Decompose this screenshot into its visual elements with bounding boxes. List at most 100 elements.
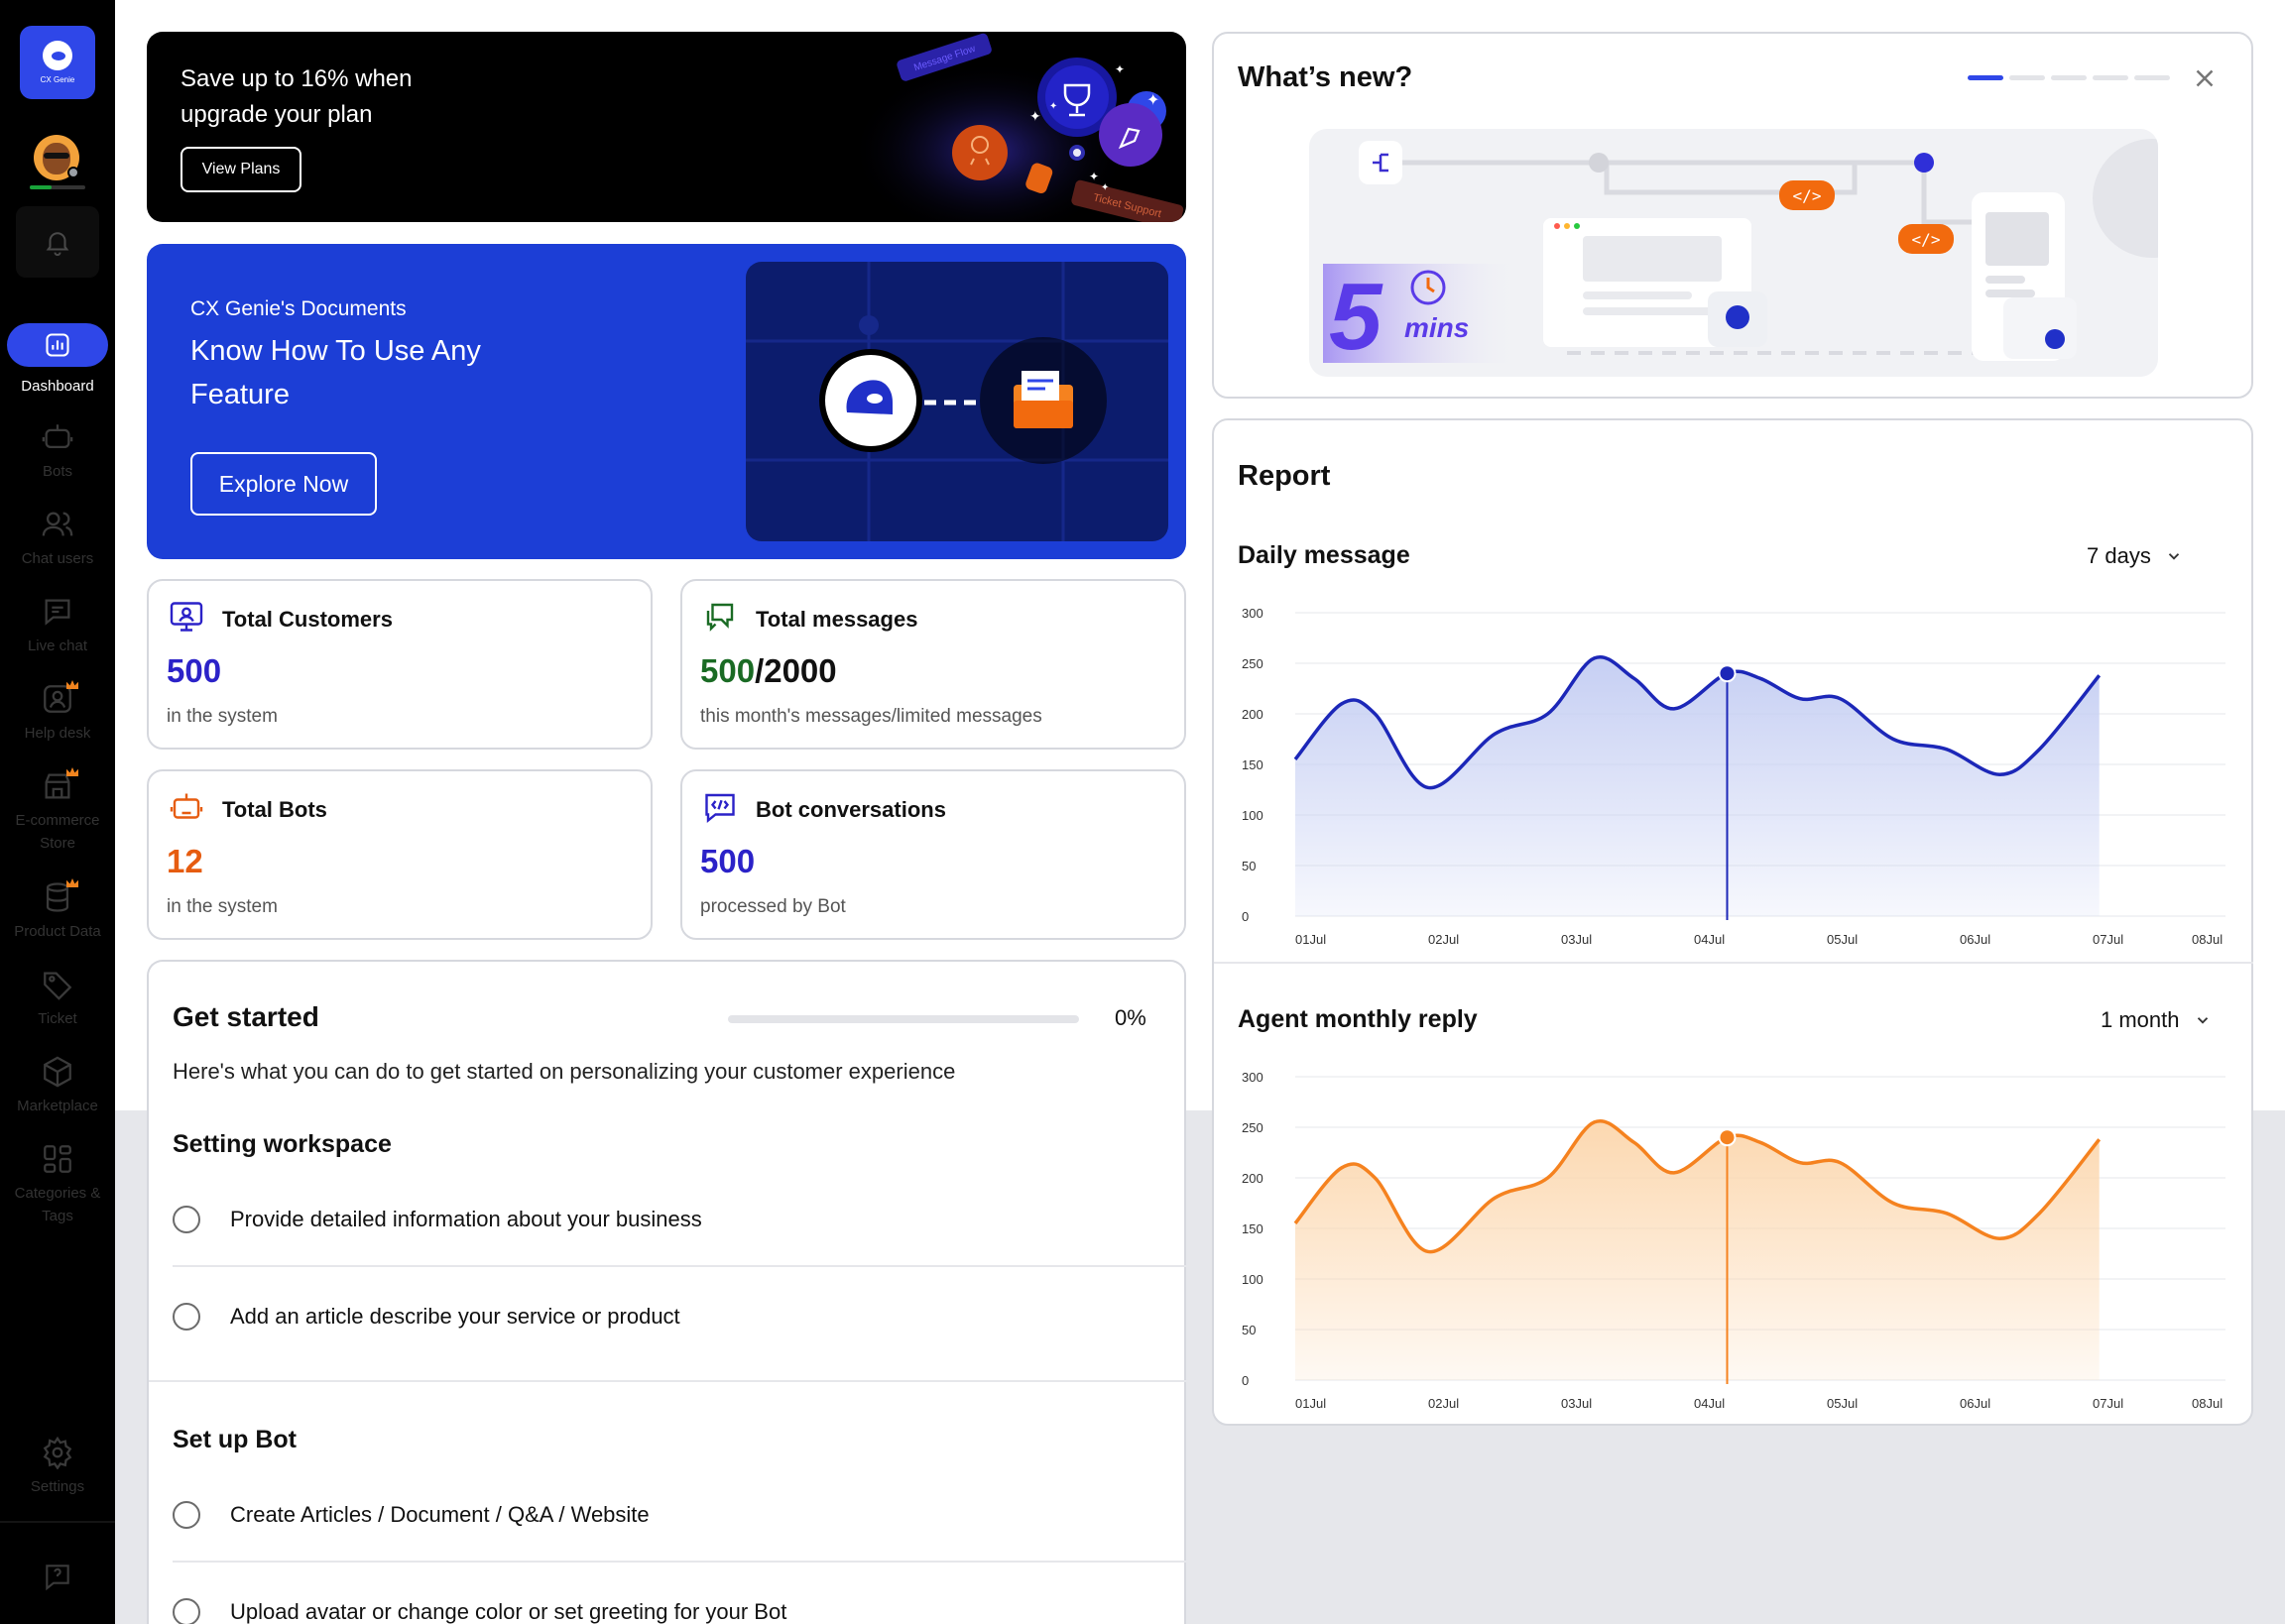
carousel-dot[interactable] [2051, 75, 2087, 80]
sidebar-item-dashboard[interactable]: Dashboard [0, 323, 115, 398]
customers-monitor-icon [170, 602, 203, 632]
stat-title: Total Customers [222, 607, 393, 632]
monthly-range-value: 1 month [2101, 1007, 2180, 1032]
sidebar-item-marketplace[interactable]: Marketplace [0, 1055, 115, 1117]
users-icon [42, 512, 73, 536]
y-tick-label: 150 [1242, 1221, 1263, 1236]
y-tick-label: 300 [1242, 1070, 1263, 1085]
documents-banner-subtitle: CX Genie's Documents [190, 297, 407, 320]
stat-value: 12 [167, 843, 203, 879]
whats-new-card: What’s new? </> </> [1212, 32, 2253, 399]
documents-banner-headline: Know How To Use Any Feature [190, 335, 481, 410]
upgrade-banner: Save up to 16% when upgrade your plan Vi… [147, 32, 1186, 222]
sidebar-item-categories-tags[interactable]: Categories & Tags [0, 1142, 115, 1227]
checklist-item[interactable]: Upload avatar or change color or set gre… [173, 1592, 1186, 1624]
sidebar-item-help-desk[interactable]: Help desk [0, 680, 115, 745]
stat-value-used: 500 [700, 652, 756, 689]
x-tick-label: 01Jul [1295, 932, 1326, 947]
stat-value: 500 [167, 652, 222, 689]
chevron-down-icon [2197, 1017, 2208, 1024]
x-tick-label: 05Jul [1827, 932, 1858, 947]
carousel-indicator[interactable] [1968, 75, 2170, 80]
sidebar-item-bots[interactable]: Bots [0, 420, 115, 483]
section-divider [149, 1380, 1188, 1382]
checklist-item[interactable]: Provide detailed information about your … [173, 1200, 1186, 1239]
explore-now-button[interactable]: Explore Now [190, 452, 377, 516]
stat-value: 500/2000 [700, 652, 837, 690]
sidebar-item-product-data[interactable]: Product Data [0, 878, 115, 943]
x-tick-label: 03Jul [1561, 932, 1592, 947]
x-tick-label: 03Jul [1561, 1396, 1592, 1411]
stat-description: in the system [167, 896, 278, 917]
ticket-icon [44, 972, 72, 1000]
sidebar-divider [0, 1521, 115, 1523]
stat-value-limit: /2000 [755, 652, 837, 689]
categories-icon [44, 1145, 71, 1173]
sidebar-item-settings[interactable]: Settings [0, 1436, 115, 1498]
svg-text:✦: ✦ [1029, 109, 1041, 125]
sidebar-item-ecommerce-store[interactable]: E-commerce Store [0, 767, 115, 855]
x-tick-label: 05Jul [1827, 1396, 1858, 1411]
checklist-item[interactable]: Create Articles / Document / Q&A / Websi… [173, 1495, 1186, 1535]
y-tick-label: 0 [1242, 909, 1249, 924]
y-tick-label: 100 [1242, 1272, 1263, 1287]
stat-title: Bot conversations [756, 797, 946, 822]
logo-icon [43, 41, 72, 70]
stat-value: 500 [700, 843, 756, 879]
checklist-radio[interactable] [173, 1501, 200, 1529]
sidebar-item-label: Bots [42, 463, 72, 480]
upgrade-banner-title: Save up to 16% when upgrade your plan [180, 65, 413, 128]
help-button[interactable] [0, 1561, 115, 1600]
daily-range-select[interactable]: 7 days [2087, 543, 2183, 569]
messages-icon [706, 603, 734, 632]
y-tick-label: 50 [1242, 1323, 1256, 1337]
gear-icon [43, 1436, 72, 1470]
premium-crown-icon [66, 767, 78, 776]
svg-text:✦: ✦ [1146, 90, 1159, 109]
sidebar-item-ticket[interactable]: Ticket [0, 968, 115, 1030]
checklist-item-label: Add an article describe your service or … [230, 1304, 680, 1329]
sidebar-item-chat-users[interactable]: Chat users [0, 508, 115, 570]
stat-card-total-bots: Total Bots 12 in the system [147, 769, 653, 940]
database-icon [46, 882, 69, 912]
get-started-subtitle: Here's what you can do to get started on… [173, 1059, 956, 1084]
x-tick-label: 02Jul [1428, 1396, 1459, 1411]
checklist-item[interactable]: Add an article describe your service or … [173, 1297, 1186, 1336]
carousel-dot[interactable] [2093, 75, 2128, 80]
premium-crown-icon [66, 680, 78, 689]
report-divider [1214, 962, 2253, 964]
stat-description: this month's messages/limited messages [700, 706, 1042, 727]
monthly-range-select[interactable]: 1 month [2101, 1007, 2212, 1033]
series-line [1293, 654, 2102, 790]
report-title: Report [1238, 460, 1331, 492]
app-logo[interactable]: CX Genie [20, 26, 95, 99]
upgrade-banner-illustration: Message Flow Ticket Support ✦ ✦ ✦ ✦ ✦ ✦ [851, 33, 1184, 222]
divider [173, 1265, 1186, 1267]
close-icon[interactable] [2190, 63, 2220, 93]
view-plans-button[interactable]: View Plans [180, 147, 301, 192]
carousel-dot[interactable] [2134, 75, 2170, 80]
y-tick-label: 200 [1242, 1171, 1263, 1186]
checklist-item-label: Upload avatar or change color or set gre… [230, 1599, 787, 1624]
stat-card-bot-conversations: Bot conversations 500 processed by Bot [680, 769, 1186, 940]
stat-card-total-customers: Total Customers 500 in the system [147, 579, 653, 750]
carousel-dot[interactable] [1968, 75, 2003, 80]
sidebar-item-live-chat[interactable]: Live chat [0, 595, 115, 657]
sidebar-item-label: Marketplace [17, 1098, 98, 1114]
checklist-radio[interactable] [173, 1206, 200, 1233]
checklist-radio[interactable] [173, 1303, 200, 1331]
get-started-progress-bar [728, 1015, 1079, 1023]
x-tick-label: 06Jul [1960, 1396, 1990, 1411]
svg-text:✦: ✦ [1089, 170, 1099, 183]
documents-illustration [746, 262, 1168, 541]
carousel-dot[interactable] [2009, 75, 2045, 80]
svg-text:</>: </> [1793, 186, 1822, 205]
bot-icon [42, 424, 73, 449]
checklist-radio[interactable] [173, 1598, 200, 1624]
sidebar-item-label: Categories & Tags [14, 1185, 101, 1224]
y-tick-label: 50 [1242, 859, 1256, 873]
y-tick-label: 250 [1242, 1120, 1263, 1135]
x-tick-label: 02Jul [1428, 932, 1459, 947]
notifications-button[interactable] [16, 206, 99, 278]
premium-crown-icon [66, 878, 78, 887]
